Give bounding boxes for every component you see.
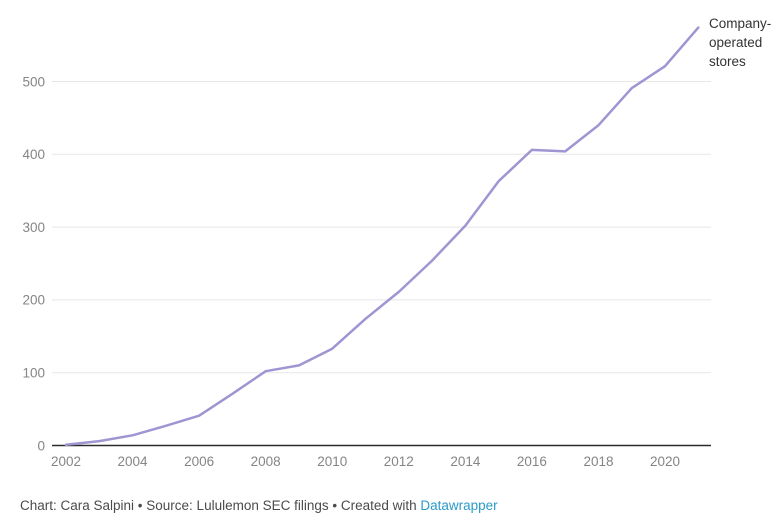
x-tick-label: 2006	[184, 454, 214, 469]
x-tick-label: 2004	[118, 454, 149, 469]
series-label: Company-operated stores	[709, 16, 772, 69]
y-tick-label: 100	[22, 366, 45, 381]
chart-footer: Chart: Cara Salpini • Source: Lululemon …	[20, 498, 498, 513]
datawrapper-link[interactable]: Datawrapper	[420, 498, 498, 513]
x-tick-label: 2008	[251, 454, 281, 469]
y-tick-label: 400	[22, 147, 45, 162]
x-tick-label: 2002	[51, 454, 81, 469]
x-tick-label: 2012	[384, 454, 414, 469]
y-tick-label: 200	[22, 293, 45, 308]
x-tick-label: 2020	[650, 454, 680, 469]
y-tick-label: 500	[22, 74, 45, 89]
footer-credit-text: Chart: Cara Salpini • Source: Lululemon …	[20, 498, 421, 513]
y-tick-label: 0	[37, 438, 45, 453]
x-tick-label: 2010	[317, 454, 347, 469]
x-tick-label: 2018	[583, 454, 613, 469]
data-line[interactable]	[64, 26, 700, 447]
y-tick-label: 300	[22, 220, 45, 235]
x-tick-label: 2014	[450, 454, 481, 469]
x-tick-label: 2016	[517, 454, 547, 469]
